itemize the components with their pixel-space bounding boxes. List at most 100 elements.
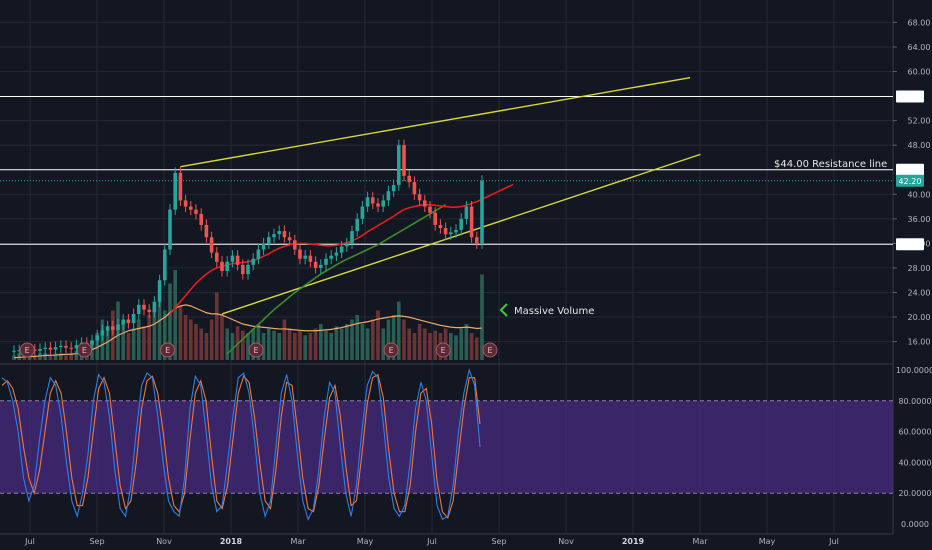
volume-bar [178, 306, 183, 360]
candle-body [324, 258, 328, 265]
candle-body [261, 243, 266, 250]
stochastic-tick-label: 0.0000 [901, 520, 929, 529]
candle-body [142, 304, 146, 310]
volume-bar [449, 333, 453, 360]
volume-bar [459, 328, 463, 360]
candle-body [105, 326, 110, 331]
candle-body [386, 191, 391, 201]
volume-bar [59, 353, 63, 360]
candle-body [17, 350, 21, 352]
volume-bar [163, 310, 167, 360]
volume-bar [33, 355, 37, 360]
volume-bar [282, 319, 287, 360]
earnings-marker-label: E [389, 346, 394, 355]
candle-body [345, 243, 349, 247]
candle-body [480, 180, 484, 244]
candle-body [282, 231, 287, 238]
candle-body [459, 218, 463, 230]
volume-bar [355, 315, 359, 360]
candle-body [407, 175, 411, 182]
candle-body [100, 330, 105, 336]
candle-body [38, 348, 42, 351]
time-tick-label: 2018 [220, 537, 243, 546]
candle-body [391, 185, 396, 192]
volume-bar [376, 310, 380, 360]
volume-bar [256, 324, 261, 360]
candle-body [355, 218, 359, 232]
price-candles [12, 139, 484, 357]
volume-bar [241, 330, 245, 360]
candle-body [199, 213, 203, 225]
candle-body [350, 231, 354, 244]
price-badge-label: 55.92 [899, 93, 922, 102]
price-tick-label: 68.00 [908, 18, 931, 27]
candle-body [267, 237, 271, 244]
candle-body [147, 309, 151, 313]
volume-bar [131, 328, 136, 360]
time-tick-label: Nov [558, 537, 574, 546]
candle-body [12, 350, 16, 352]
candle-body [251, 258, 255, 265]
volume-bar [267, 328, 271, 360]
time-tick-label: Jul [24, 537, 35, 546]
candle-body [33, 349, 37, 351]
volume-bar [225, 328, 229, 360]
candle-body [360, 206, 365, 219]
time-tick-label: May [357, 537, 374, 546]
volume-bar [298, 330, 302, 360]
volume-bar [365, 328, 370, 360]
price-tick-label: 48.00 [908, 141, 931, 150]
stochastic-lines [1, 368, 481, 521]
volume-bar [22, 355, 27, 360]
volume-bar [345, 324, 349, 360]
volume-bar [402, 319, 406, 360]
candle-body [376, 203, 380, 207]
volume-bar [199, 328, 203, 360]
volume-bar [189, 319, 193, 360]
candle-body [74, 345, 79, 349]
candle-body [303, 255, 307, 259]
volume-bar [137, 319, 141, 360]
resistance-annotation: $44.00 Resistance line [774, 159, 887, 170]
volume-bar [464, 324, 469, 360]
volume-bar [168, 283, 172, 360]
volume-bar [319, 324, 323, 360]
stochastic-d-line [1, 373, 481, 519]
volume-bar [53, 353, 58, 360]
candle-body [230, 255, 235, 262]
price-tick-label: 64.00 [908, 43, 931, 52]
volume-annotation: Massive Volume [514, 306, 594, 317]
volume-bar [272, 330, 276, 360]
volume-bar [204, 333, 209, 360]
time-axis[interactable]: Jul Sep Nov 2018 Mar May Jul Sep Nov 2019 Mar May Ju… [24, 537, 839, 546]
candle-body [131, 313, 136, 324]
volume-bar [147, 315, 151, 360]
volume-bar [215, 292, 219, 360]
earnings-marker-label: E [82, 346, 87, 355]
trendline [180, 76, 691, 168]
volume-bar [308, 333, 313, 360]
candle-body [365, 197, 370, 207]
candle-body [220, 261, 224, 271]
candle-body [464, 206, 469, 219]
candle-body [90, 340, 94, 345]
candle-body [95, 335, 99, 341]
volume-bar [407, 328, 411, 360]
candle-body [469, 206, 474, 238]
stochastic-axis[interactable]: 100.0000 80.0000 60.0000 40.0000 20.0000 0.00… [896, 366, 932, 529]
volume-bar [412, 333, 417, 360]
volume-bar [391, 315, 396, 360]
stochastic-band-fill [0, 400, 893, 494]
candle-body [443, 228, 448, 235]
candle-body [183, 200, 188, 207]
candle-body [454, 229, 458, 233]
volume-bar [69, 353, 73, 360]
price-tick-label: 28.00 [908, 264, 931, 273]
candle-body [178, 172, 183, 201]
candle-body [126, 319, 131, 324]
volume-bar [469, 333, 474, 360]
earnings-marker-label: E [487, 346, 492, 355]
price-badge-label: 43.99 [899, 166, 922, 175]
